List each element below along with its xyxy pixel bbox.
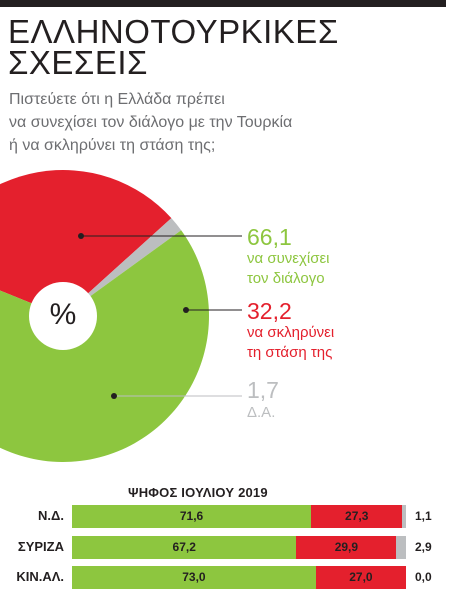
pie-text-no-answer: Δ.Α. xyxy=(247,404,276,421)
pie-slice-harden xyxy=(0,170,172,316)
pie-text-continue-line1: να συνεχίσει xyxy=(247,250,330,267)
bar-value-label: 29,9 xyxy=(334,539,359,554)
leader-no-answer-dot xyxy=(111,393,117,399)
bar-track: 67,2 29,9 xyxy=(72,535,406,559)
pie-label-continue-dialogue: 66,1 να συνεχίσει τον διάλογο xyxy=(247,225,329,289)
bar-value-label: 27,3 xyxy=(345,509,369,523)
bar-segment-continue xyxy=(72,535,297,559)
pie-text-harden-line1: να σκληρύνει xyxy=(247,324,335,341)
pie-value-harden: 32,2 xyxy=(247,298,292,324)
bar-segment-no-answer xyxy=(402,505,406,528)
bar-row-kinal: ΚΙΝ.ΑΛ. 73,0 27,0 0,0 xyxy=(0,566,470,589)
pie-center-disc xyxy=(29,282,97,350)
question-line-2: να συνεχίσει τον διάλογο με την Τουρκία xyxy=(9,114,293,131)
bar-category-label: ΣΥΡΙΖΑ xyxy=(17,538,64,554)
pie-slice-no-answer xyxy=(63,218,182,316)
pie-label-harden-stance: 32,2 να σκληρύνει τη στάση της xyxy=(247,299,334,363)
bar-chart-title: ΨΗΦΟΣ ΙΟΥΛΙΟΥ 2019 xyxy=(128,485,268,500)
bar-segment-continue xyxy=(72,505,312,528)
bar-row-syriza: ΣΥΡΙΖΑ 67,2 29,9 2,9 xyxy=(0,535,470,559)
percent-symbol: % xyxy=(49,298,77,331)
bar-segment-continue xyxy=(72,566,316,589)
bar-category-label: Ν.Δ. xyxy=(38,508,64,523)
bar-category-label: ΚΙΝ.ΑΛ. xyxy=(16,569,64,584)
bar-no-answer-value: 1,1 xyxy=(415,509,432,523)
leader-continue-dot xyxy=(78,233,84,239)
bar-row-nd: Ν.Δ. 71,6 27,3 1,1 xyxy=(0,505,470,528)
pie-value-continue: 66,1 xyxy=(247,224,292,250)
bar-track: 71,6 27,3 xyxy=(72,505,406,528)
bar-no-answer-value: 2,9 xyxy=(415,539,432,554)
bar-segment-harden xyxy=(296,535,397,559)
bar-no-answer-value: 0,0 xyxy=(415,570,432,584)
bar-value-label: 73,0 xyxy=(182,570,206,584)
pie-label-no-answer: 1,7 Δ.Α. xyxy=(247,378,279,423)
title-line-1: ΕΛΛΗΝΟΤΟΥΡΚΙΚΕΣ xyxy=(8,13,339,50)
leader-harden-dot xyxy=(183,307,189,313)
bar-segment-harden xyxy=(315,566,406,589)
bar-value-label: 27,0 xyxy=(349,570,373,584)
survey-question: Πιστεύετε ότι η Ελλάδα πρέπει να συνεχίσ… xyxy=(9,88,429,157)
pie-slice-continue xyxy=(0,230,209,462)
title-line-2: ΣΧΕΣΕΙΣ xyxy=(8,44,148,81)
bar-segment-harden xyxy=(311,505,403,528)
pie-text-continue-line2: τον διάλογο xyxy=(247,270,325,287)
top-rule xyxy=(0,0,446,7)
question-line-3: ή να σκληρύνει τη στάση της; xyxy=(9,137,216,154)
bar-segment-no-answer xyxy=(396,535,406,559)
bar-track: 73,0 27,0 xyxy=(72,566,406,589)
bar-value-label: 67,2 xyxy=(172,539,196,554)
page-title: ΕΛΛΗΝΟΤΟΥΡΚΙΚΕΣ ΣΧΕΣΕΙΣ xyxy=(8,13,438,81)
pie-text-harden-line2: τη στάση της xyxy=(247,344,333,361)
pie-value-no-answer: 1,7 xyxy=(247,377,279,403)
pie-chart xyxy=(0,170,242,462)
bar-value-label: 71,6 xyxy=(179,509,204,523)
question-line-1: Πιστεύετε ότι η Ελλάδα πρέπει xyxy=(9,91,225,108)
